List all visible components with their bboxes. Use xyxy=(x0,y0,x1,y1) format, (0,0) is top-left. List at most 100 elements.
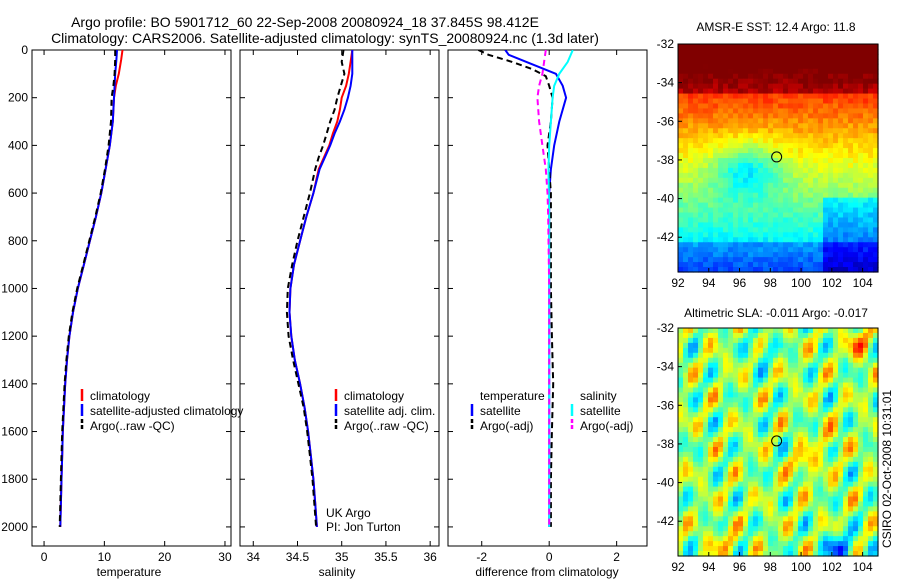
map-cell xyxy=(798,491,804,498)
map-cell xyxy=(798,501,804,508)
map-cell xyxy=(713,118,719,124)
map-cell xyxy=(778,153,784,159)
map-cell xyxy=(718,148,724,154)
map-cell xyxy=(678,387,684,394)
map-cell xyxy=(838,98,844,105)
map-cell xyxy=(798,337,804,344)
map-cell xyxy=(798,88,804,95)
map-cell xyxy=(768,133,774,139)
map-cell xyxy=(838,197,844,204)
map-cell xyxy=(858,123,864,129)
map-cell xyxy=(678,262,684,268)
map-cell xyxy=(863,148,869,154)
map-cell xyxy=(683,162,689,169)
map-cell xyxy=(843,148,849,154)
map-cell xyxy=(858,442,864,448)
map-cell xyxy=(748,78,754,85)
map-cell xyxy=(738,217,744,224)
map-cell xyxy=(743,536,749,542)
sst_map-xtick-label: 102 xyxy=(822,276,842,290)
map-cell xyxy=(713,546,719,552)
map-cell xyxy=(753,172,759,179)
map-cell xyxy=(818,78,824,85)
map-cell xyxy=(753,347,759,354)
map-cell xyxy=(753,53,759,60)
map-cell xyxy=(853,158,859,164)
map-cell xyxy=(833,471,839,478)
map-cell xyxy=(848,551,854,557)
map-cell xyxy=(683,133,689,139)
map-cell xyxy=(753,526,759,532)
map-cell xyxy=(733,128,739,134)
map-cell xyxy=(683,202,689,209)
map-cell xyxy=(708,44,714,50)
map-cell xyxy=(783,491,789,498)
map-cell xyxy=(793,227,799,233)
map-cell xyxy=(688,217,694,224)
map-cell xyxy=(713,267,719,273)
map-cell xyxy=(863,521,869,527)
map-cell xyxy=(728,222,734,228)
map-cell xyxy=(793,466,799,473)
map-cell xyxy=(733,138,739,144)
map-cell xyxy=(758,496,764,503)
map-cell xyxy=(848,217,854,224)
map-cell xyxy=(753,88,759,95)
map-cell xyxy=(723,496,729,503)
map-cell xyxy=(858,377,864,384)
map-cell xyxy=(738,177,744,184)
map-cell xyxy=(683,397,689,403)
map-cell xyxy=(738,422,744,428)
map-cell xyxy=(828,332,834,339)
map-cell xyxy=(733,407,739,413)
map-cell xyxy=(843,432,849,438)
map-cell xyxy=(703,342,709,349)
map-cell xyxy=(798,172,804,179)
map-cell xyxy=(723,252,729,258)
map-cell xyxy=(688,182,694,189)
map-cell xyxy=(773,427,779,433)
map-cell xyxy=(683,486,689,493)
depth-tick-label: 0 xyxy=(21,43,28,57)
map-cell xyxy=(688,342,694,349)
map-cell xyxy=(693,417,699,423)
map-cell xyxy=(778,123,784,129)
map-cell xyxy=(688,123,694,129)
map-cell xyxy=(868,481,874,488)
map-cell xyxy=(778,536,784,542)
map-cell xyxy=(758,148,764,154)
map-cell xyxy=(823,491,829,498)
map-cell xyxy=(758,446,764,453)
map-cell xyxy=(713,167,719,174)
map-cell xyxy=(813,377,819,384)
map-cell xyxy=(813,541,819,547)
header-line-2: Climatology: CARS2006. Satellite-adjuste… xyxy=(51,30,599,46)
map-cell xyxy=(788,93,794,100)
map-cell xyxy=(718,98,724,105)
map-cell xyxy=(723,83,729,90)
map-cell xyxy=(788,352,794,359)
map-cell xyxy=(853,491,859,498)
map-cell xyxy=(688,412,694,418)
map-cell xyxy=(793,262,799,268)
map-cell xyxy=(703,187,709,194)
map-cell xyxy=(833,78,839,85)
map-cell xyxy=(768,148,774,154)
map-cell xyxy=(713,407,719,413)
map-cell xyxy=(688,442,694,448)
map-cell xyxy=(803,531,809,537)
map-cell xyxy=(853,267,859,273)
map-cell xyxy=(718,207,724,214)
map-cell xyxy=(703,207,709,214)
map-cell xyxy=(803,252,809,258)
map-cell xyxy=(778,362,784,369)
map-cell xyxy=(788,397,794,403)
map-cell xyxy=(728,332,734,339)
map-cell xyxy=(748,357,754,364)
map-cell xyxy=(748,167,754,174)
map-cell xyxy=(738,237,744,243)
map-cell xyxy=(753,192,759,199)
map-cell xyxy=(868,202,874,209)
map-cell xyxy=(693,456,699,463)
map-cell xyxy=(758,63,764,70)
